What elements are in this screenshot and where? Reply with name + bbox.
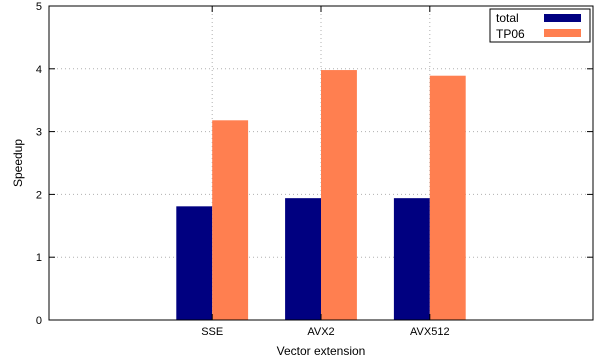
bar-tp06-avx2	[321, 70, 357, 320]
legend-label-tp06: TP06	[496, 27, 525, 41]
legend: total TP06	[489, 8, 591, 43]
x-axis-title: Vector extension	[277, 344, 366, 358]
legend-swatch-tp06	[544, 29, 581, 37]
y-tick-label: 5	[36, 1, 42, 13]
y-tick-label: 0	[36, 315, 42, 327]
bars	[176, 70, 466, 321]
axis-ticks	[49, 5, 593, 321]
x-tick-label: SSE	[201, 326, 223, 338]
y-tick-label: 2	[36, 189, 42, 201]
bar-total-avx512	[393, 198, 430, 320]
y-tick-label: 1	[36, 252, 42, 264]
x-tick-label: AVX2	[307, 326, 334, 338]
tick-labels: 0 1 2 3 4 5 SSE AVX2 AVX512	[36, 1, 450, 338]
bar-total-avx2	[285, 198, 321, 320]
y-axis-title: Speedup	[11, 139, 25, 187]
y-tick-label: 4	[36, 64, 42, 76]
bar-total-sse	[176, 206, 213, 320]
legend-swatch-total	[544, 14, 581, 22]
x-tick-label: AVX512	[410, 326, 450, 338]
bar-tp06-sse	[212, 120, 249, 321]
y-tick-label: 3	[36, 127, 42, 139]
legend-label-total: total	[496, 11, 519, 25]
bar-tp06-avx512	[429, 75, 466, 320]
